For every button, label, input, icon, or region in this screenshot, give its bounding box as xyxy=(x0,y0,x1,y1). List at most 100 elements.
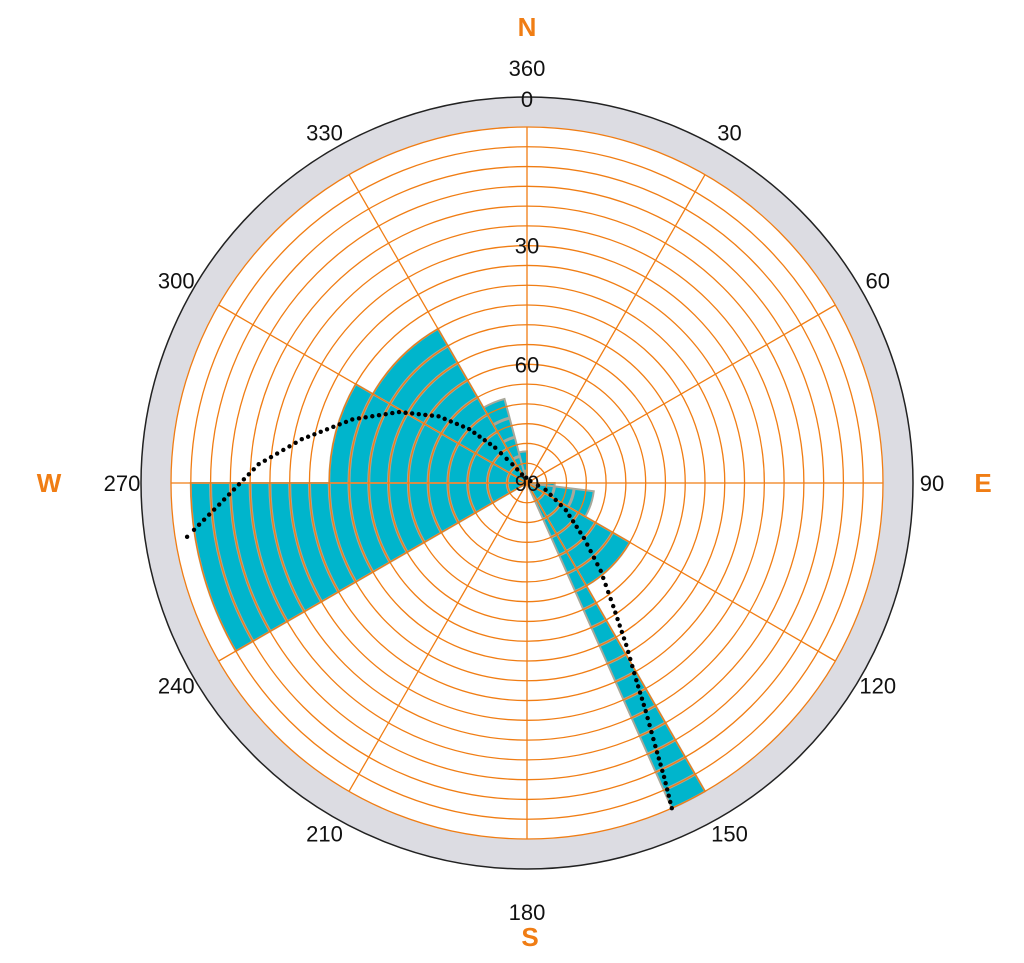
sun-path-point xyxy=(603,582,608,588)
azimuth-label: 210 xyxy=(306,822,343,847)
axis-labels: N E S W 36030609012015018021024027030033… xyxy=(37,12,992,952)
sun-path-point xyxy=(553,497,558,503)
sun-path-point xyxy=(331,424,336,430)
sun-path-point xyxy=(651,736,656,742)
sun-path-point xyxy=(370,414,375,419)
sun-path-point xyxy=(660,768,665,773)
sun-path-point xyxy=(390,410,395,416)
sun-path-point xyxy=(595,562,600,567)
azimuth-spoke xyxy=(348,482,528,792)
sun-path-point xyxy=(383,411,388,417)
sun-path-point xyxy=(226,492,232,497)
sun-path-point xyxy=(268,454,274,460)
sun-path-point xyxy=(442,416,447,422)
sun-path-point xyxy=(658,762,663,767)
sun-path-point xyxy=(356,416,362,421)
sun-path-point xyxy=(630,663,635,669)
sun-path-point xyxy=(647,722,652,728)
sun-path-point xyxy=(482,438,487,443)
sun-path-point xyxy=(653,743,658,749)
sun-path-point xyxy=(519,472,525,477)
sun-path-point xyxy=(281,447,286,453)
sun-path-point xyxy=(632,670,637,676)
sun-path-point xyxy=(472,430,477,435)
obstruction-sector xyxy=(527,483,630,586)
azimuth-label: 300 xyxy=(158,269,195,294)
sun-path-point xyxy=(299,437,304,442)
sun-path-point xyxy=(624,642,629,648)
sun-path-point xyxy=(617,623,622,628)
sun-path-point xyxy=(403,410,408,415)
sun-path-point xyxy=(184,534,190,540)
sun-path-point xyxy=(262,458,268,463)
sun-path-point xyxy=(493,445,498,450)
sun-path-point xyxy=(591,555,597,560)
sun-path-point xyxy=(558,502,564,508)
sun-path-point xyxy=(669,806,674,811)
sun-path-point xyxy=(619,629,625,635)
elevation-label: 60 xyxy=(515,352,539,377)
sun-path-point xyxy=(466,426,472,432)
sun-path-point xyxy=(621,636,627,641)
sun-path-point xyxy=(231,487,237,492)
sun-path-point xyxy=(201,517,207,522)
sun-path-point xyxy=(312,432,317,437)
sun-path-point xyxy=(429,413,435,418)
sun-path-point xyxy=(350,417,355,422)
sun-path-point xyxy=(588,548,593,554)
sun-path-point xyxy=(535,483,541,488)
azimuth-label: 270 xyxy=(104,471,141,496)
sun-path-point xyxy=(661,774,667,780)
obstruction-sector xyxy=(329,384,527,483)
cardinal-south: S xyxy=(521,922,538,952)
sun-path-point xyxy=(343,419,349,425)
obstruction-sector xyxy=(190,483,527,652)
obstruction-sector xyxy=(527,483,594,517)
sun-path-point xyxy=(477,434,482,439)
sun-path-point xyxy=(645,715,650,721)
cardinal-east: E xyxy=(974,468,991,498)
sun-path-point xyxy=(528,478,533,484)
elevation-label: 30 xyxy=(515,234,539,259)
sun-path-point xyxy=(416,411,421,417)
sun-path-point xyxy=(460,424,466,429)
sun-path-point xyxy=(654,750,660,755)
sun-path-point xyxy=(318,429,323,434)
sun-path-point xyxy=(448,419,453,424)
azimuth-label: 30 xyxy=(717,120,741,145)
sun-path-point xyxy=(409,411,415,416)
cardinal-west: W xyxy=(37,468,62,498)
azimuth-label: 150 xyxy=(711,822,748,847)
sun-path-point xyxy=(498,451,504,456)
sun-path-point xyxy=(251,467,256,472)
sun-path-point xyxy=(626,649,631,655)
sun-path-point xyxy=(664,787,670,792)
sun-path-point xyxy=(567,513,572,518)
sun-path-point xyxy=(613,610,618,615)
sun-path-point xyxy=(598,568,603,574)
sun-path-point xyxy=(585,542,590,547)
azimuth-label: 330 xyxy=(306,120,343,145)
sun-path-point xyxy=(649,729,654,735)
azimuth-spoke xyxy=(218,482,528,662)
azimuth-label: 60 xyxy=(865,269,889,294)
sun-path-point xyxy=(487,441,493,447)
sun-path-point xyxy=(606,589,611,595)
sun-path-point xyxy=(628,656,633,662)
sun-path-point xyxy=(601,575,606,581)
sun-path-point xyxy=(274,451,280,456)
sun-path-point xyxy=(643,708,648,714)
azimuth-label: 180 xyxy=(509,900,546,925)
elevation-label: 0 xyxy=(521,87,533,112)
sun-path-point xyxy=(510,462,515,467)
sun-path-point xyxy=(663,781,668,786)
sun-path-point xyxy=(548,492,553,498)
azimuth-label: 360 xyxy=(509,56,546,81)
sun-path-point xyxy=(504,456,509,461)
polar-grid xyxy=(170,126,884,840)
sun-path-point xyxy=(608,596,613,602)
sun-path-point xyxy=(211,507,217,512)
sun-path-point xyxy=(191,527,197,532)
sun-path-point xyxy=(363,415,368,420)
sun-path-point xyxy=(578,530,583,535)
